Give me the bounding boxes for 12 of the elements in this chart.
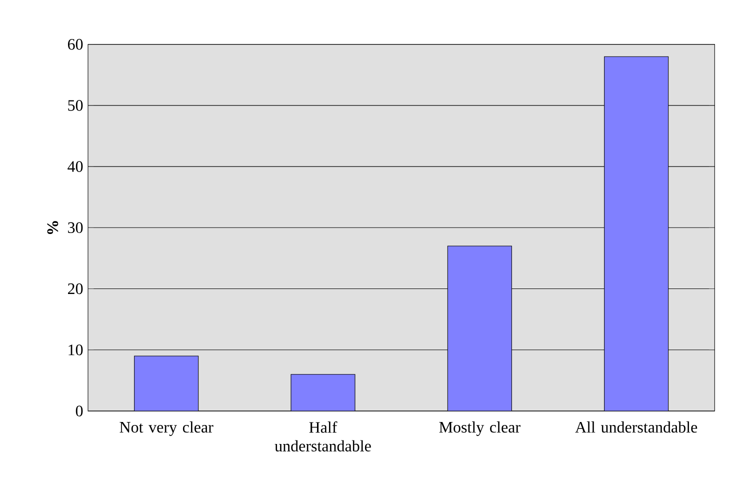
y-tick-label: 10 bbox=[68, 344, 83, 356]
x-tick-label: Mostly clear bbox=[439, 421, 520, 436]
y-tick-label: 50 bbox=[68, 100, 83, 111]
x-tick-label: Not very clear bbox=[120, 421, 214, 436]
x-tick-label: All understandable bbox=[575, 421, 698, 433]
y-tick-label: 40 bbox=[68, 161, 83, 172]
y-axis-title: % bbox=[47, 221, 58, 234]
y-tick-label: 0 bbox=[76, 406, 83, 416]
y-tick-label: 30 bbox=[68, 222, 83, 234]
y-tick-label: 20 bbox=[68, 283, 83, 294]
y-tick-label: 60 bbox=[68, 38, 83, 50]
x-tick-label: Half understandable bbox=[274, 421, 371, 452]
